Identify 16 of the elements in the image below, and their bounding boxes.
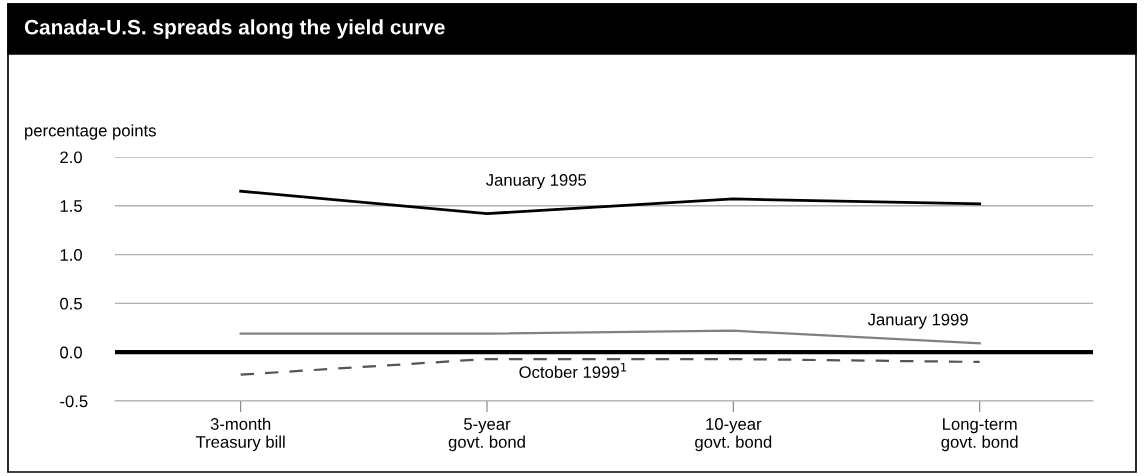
series-label: January 1999 — [867, 313, 968, 329]
x-tick-label: 10-year govt. bond — [695, 418, 772, 452]
x-tick-label: 5-year govt. bond — [448, 418, 525, 452]
x-tick-label: 3-month Treasury bill — [195, 417, 285, 452]
chart-title: Canada-U.S. spreads along the yield curve — [24, 19, 445, 39]
y-tick-label: 1.0 — [60, 249, 82, 261]
y-axis-title: percentage points — [25, 124, 156, 140]
y-tick-label: -0.5 — [60, 395, 88, 408]
line-series — [239, 189, 982, 215]
series-label: January 1995 — [486, 174, 587, 190]
y-tick-label: 0.0 — [60, 346, 82, 359]
y-tick-label: 1.5 — [60, 200, 82, 212]
x-tick-label: Long-term govt. bond — [941, 418, 1018, 452]
series-label: October 1999$^{1}$ — [519, 362, 627, 379]
y-tick-label: 0.5 — [60, 297, 82, 310]
y-tick-label: 2.0 — [60, 151, 82, 164]
